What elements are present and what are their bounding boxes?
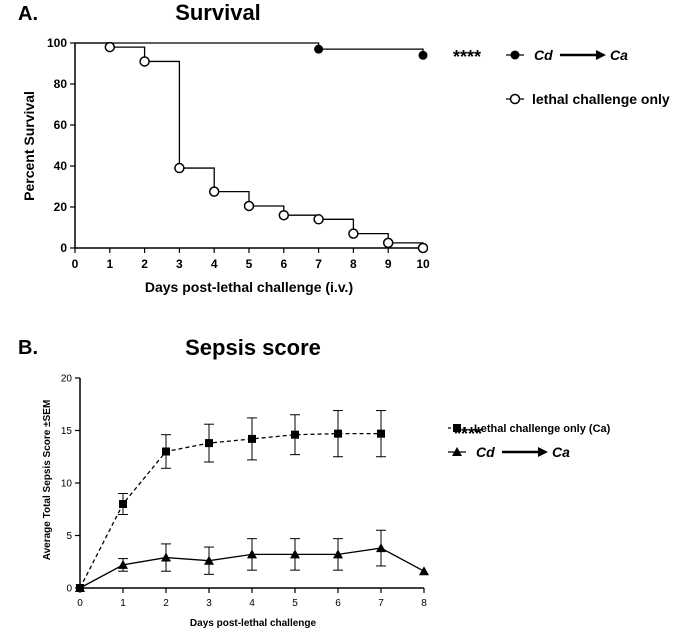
y-tick-label: 20 (61, 374, 73, 385)
significance-marker: **** (454, 424, 482, 444)
x-tick-label: 5 (246, 257, 253, 271)
x-tick-label: 7 (378, 598, 384, 609)
y-tick-label: 100 (47, 36, 67, 50)
data-point (314, 44, 324, 54)
data-point (348, 228, 359, 239)
x-axis-label: Days post-lethal challenge (190, 618, 317, 629)
x-tick-label: 3 (206, 598, 212, 609)
chart-title: Sepsis score (185, 335, 321, 360)
legend-marker (452, 447, 462, 456)
data-point (118, 559, 128, 569)
x-tick-label: 5 (292, 598, 298, 609)
series-step-line (75, 42, 424, 56)
x-tick-label: 10 (416, 257, 430, 271)
legend-entry-1: lethal challenge only (506, 91, 670, 107)
data-point (139, 56, 150, 67)
series-1-legend-label-from: Cd (476, 444, 495, 460)
series-1 (75, 41, 429, 254)
series-1 (75, 529, 429, 592)
data-point (104, 41, 116, 53)
x-tick-label: 4 (211, 257, 218, 271)
x-tick-label: 9 (385, 257, 392, 271)
data-point (243, 200, 255, 212)
series-1-legend-arrow-head (538, 447, 548, 457)
y-axis-label: Average Total Sepsis Score ±SEM (42, 400, 53, 561)
series-0-legend-label-from: Cd (534, 47, 553, 63)
y-tick-label: 60 (54, 118, 68, 132)
series-line (79, 432, 381, 589)
x-tick-label: 0 (77, 598, 83, 609)
data-point (205, 439, 213, 448)
data-point (290, 549, 300, 559)
data-point (382, 237, 394, 249)
data-point (174, 162, 185, 174)
y-tick-label: 5 (66, 531, 72, 542)
x-tick-label: 7 (315, 257, 322, 271)
data-point (376, 543, 386, 553)
x-tick-label: 1 (120, 598, 126, 609)
data-point (291, 430, 299, 439)
data-point (208, 186, 220, 197)
x-tick-label: 1 (106, 257, 113, 271)
data-point (247, 549, 257, 559)
x-tick-label: 8 (421, 598, 427, 609)
data-point (333, 549, 343, 559)
y-tick-label: 20 (54, 200, 68, 214)
data-point (419, 566, 429, 576)
legend-marker (510, 50, 520, 60)
series-step-line (75, 42, 424, 248)
legend-entry-0: Cd Ca (506, 47, 628, 63)
data-point (377, 429, 385, 438)
legend-entry-0: Lethal challenge only (Ca) (448, 423, 611, 435)
x-tick-label: 2 (163, 598, 169, 609)
x-tick-label: 8 (350, 257, 357, 271)
series-0 (75, 42, 428, 60)
y-tick-label: 80 (54, 77, 68, 91)
legend-entry-1: Cd Ca (448, 444, 570, 460)
data-point (248, 434, 256, 443)
data-point (119, 500, 127, 508)
legend-marker (509, 93, 521, 105)
data-point (75, 583, 85, 592)
y-tick-label: 0 (66, 584, 72, 595)
data-point (313, 214, 324, 225)
y-tick-label: 10 (61, 479, 73, 490)
x-tick-label: 3 (176, 257, 183, 271)
x-tick-label: 6 (335, 598, 341, 609)
data-point (334, 429, 342, 438)
series-0-legend-arrow-head (596, 50, 606, 60)
data-point (418, 50, 428, 60)
significance-marker: **** (453, 47, 481, 67)
series-1-legend-label-to: Ca (552, 444, 570, 460)
data-point (204, 555, 214, 565)
legend-label: Lethal challenge only (Ca) (474, 423, 611, 435)
x-tick-label: 2 (141, 257, 148, 271)
data-point (278, 209, 290, 221)
series-0-legend-label-to: Ca (610, 47, 628, 63)
data-point (417, 242, 429, 254)
y-tick-label: 40 (54, 159, 68, 173)
panel-label: B. (18, 337, 38, 359)
y-tick-label: 15 (61, 426, 73, 437)
y-tick-label: 0 (60, 241, 67, 255)
y-axis-label: Percent Survival (21, 91, 37, 201)
legend-marker (453, 424, 461, 432)
x-tick-label: 0 (72, 257, 79, 271)
panel-label: A. (18, 3, 38, 25)
x-tick-label: 6 (280, 257, 287, 271)
data-point (162, 447, 170, 456)
chart-title: Survival (175, 0, 261, 25)
data-point (161, 552, 171, 562)
x-axis-label: Days post-lethal challenge (i.v.) (145, 279, 353, 295)
legend-label: lethal challenge only (532, 91, 670, 107)
chart-panel-1: B. Sepsis score 0 1 2 3 4 5 6 7 8 0 5 10 15 20 Days post… (18, 335, 611, 629)
x-tick-label: 4 (249, 598, 255, 609)
